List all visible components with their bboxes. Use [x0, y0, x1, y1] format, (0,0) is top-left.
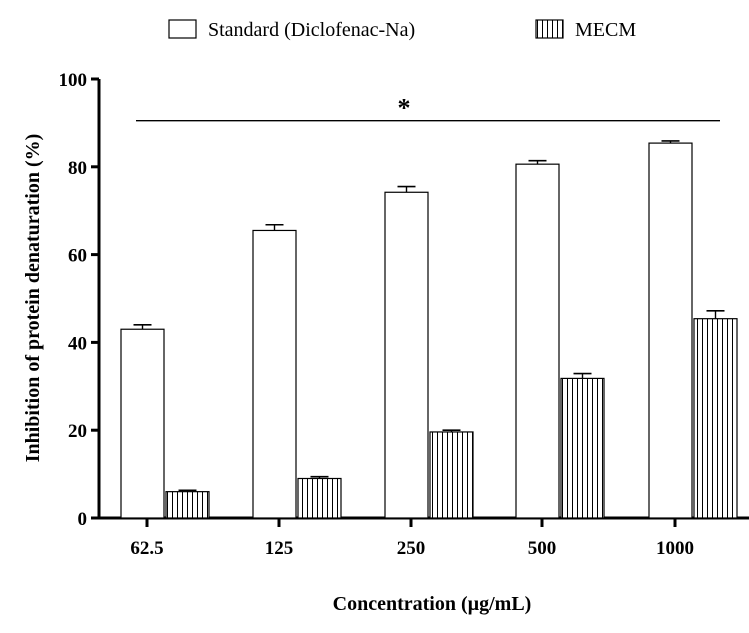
bar-standard	[120, 328, 165, 519]
y-tick-label: 60	[68, 246, 87, 267]
bar-mecm	[165, 491, 210, 519]
bar-standard	[648, 142, 693, 519]
significance-annotation: *	[136, 94, 720, 123]
bar-standard	[515, 163, 560, 519]
bar-standard	[384, 191, 429, 519]
y-ticks: 0 20 40 60 80 100	[59, 70, 99, 530]
x-tick-label: 250	[397, 538, 426, 559]
bar-mecm	[560, 377, 605, 519]
bars	[120, 140, 738, 519]
legend-swatch-mecm	[535, 19, 564, 39]
legend-label-mecm: MECM	[575, 19, 636, 41]
y-tick-label: 100	[59, 70, 88, 91]
x-tick-label: 62.5	[130, 538, 163, 559]
legend-swatch-standard	[168, 19, 197, 39]
bar-mecm	[297, 477, 342, 519]
y-tick-label: 80	[68, 158, 87, 179]
y-tick-label: 20	[68, 421, 87, 442]
x-ticks: 62.5 125 250 500 1000	[130, 518, 694, 559]
bar-standard	[252, 229, 297, 519]
bar-mecm	[429, 431, 474, 519]
significance-star: *	[398, 94, 411, 123]
y-tick-label: 40	[68, 333, 87, 354]
x-tick-label: 1000	[656, 538, 694, 559]
x-tick-label: 125	[265, 538, 294, 559]
x-axis-title: Concentration (µg/mL)	[333, 593, 532, 615]
legend-label-standard: Standard (Diclofenac-Na)	[208, 19, 415, 41]
x-tick-label: 500	[528, 538, 557, 559]
y-tick-label: 0	[78, 509, 88, 530]
legend: Standard (Diclofenac-Na) MECM	[168, 19, 636, 41]
bar-mecm	[693, 318, 738, 519]
y-axis-title: Inhibition of protein denaturation (%)	[22, 134, 44, 463]
